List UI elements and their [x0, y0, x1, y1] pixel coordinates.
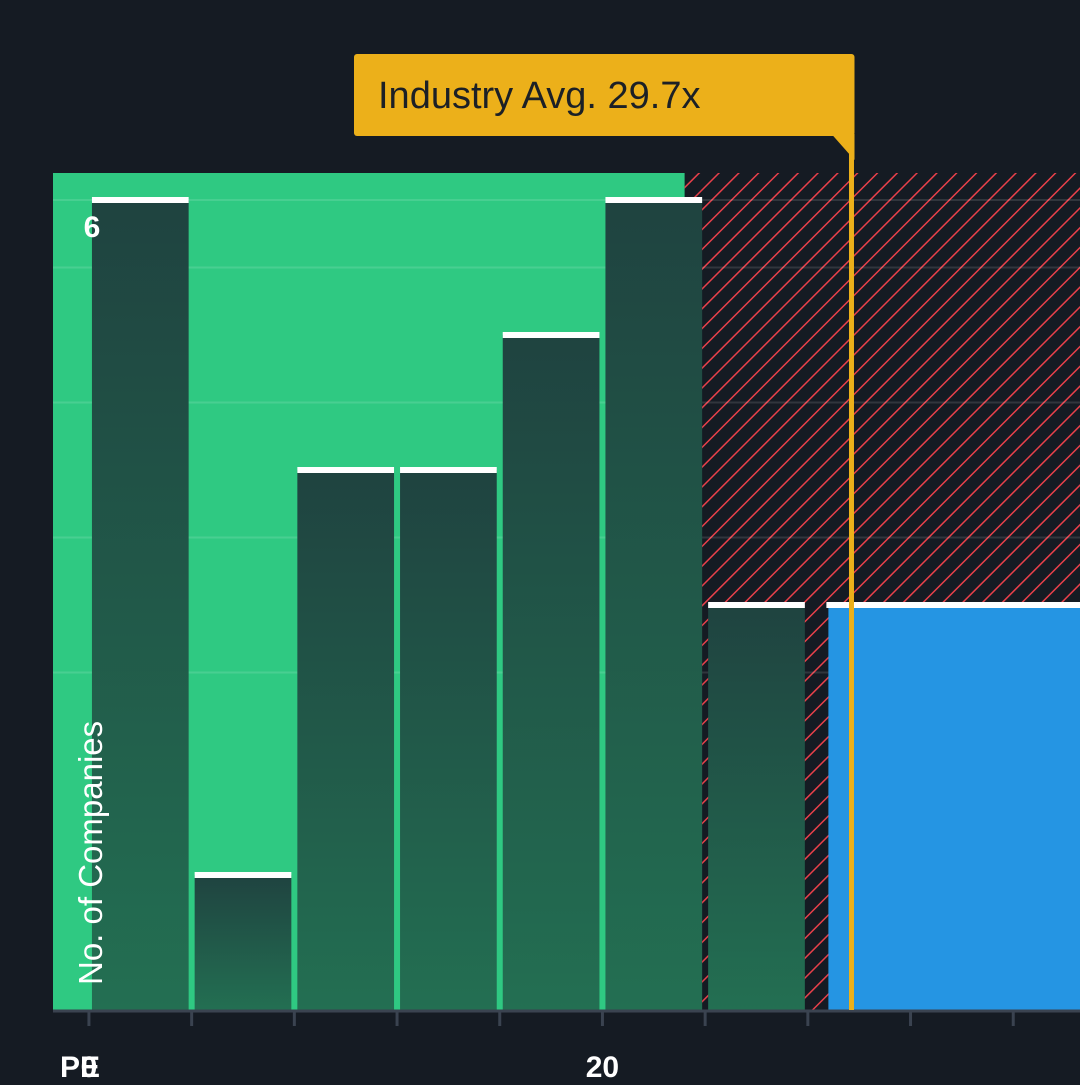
- histogram-bar: [502, 335, 600, 1010]
- histogram-bar-cap: [605, 197, 703, 203]
- highlight-bar-cap: [826, 602, 1080, 608]
- x-axis-label: PE: [60, 1051, 100, 1080]
- highlight-bar: [828, 605, 1080, 1010]
- histogram-bar-cap: [400, 467, 497, 473]
- industry-avg-callout: [354, 54, 855, 136]
- histogram-bar: [708, 605, 805, 1010]
- histogram-bar: [194, 875, 292, 1010]
- histogram-bar-cap: [708, 602, 805, 608]
- y-axis-label: No. of Companies: [72, 721, 109, 985]
- y-tick-label: 6: [84, 211, 101, 244]
- histogram-bar-cap: [91, 197, 189, 203]
- histogram-bar-cap: [194, 872, 292, 878]
- histogram-bar-cap: [502, 332, 600, 338]
- x-tick-label: 0: [81, 1051, 98, 1080]
- histogram-bar: [91, 200, 189, 1010]
- histogram-bar-cap: [297, 467, 395, 473]
- industry-avg-callout-pointer: [831, 134, 855, 160]
- industry-avg-label: Industry Avg. 29.7x: [378, 75, 701, 117]
- histogram-bar: [605, 200, 703, 1010]
- histogram-bar: [297, 470, 395, 1010]
- histogram-bar: [400, 470, 497, 1010]
- x-tick-label: 20: [586, 1051, 619, 1080]
